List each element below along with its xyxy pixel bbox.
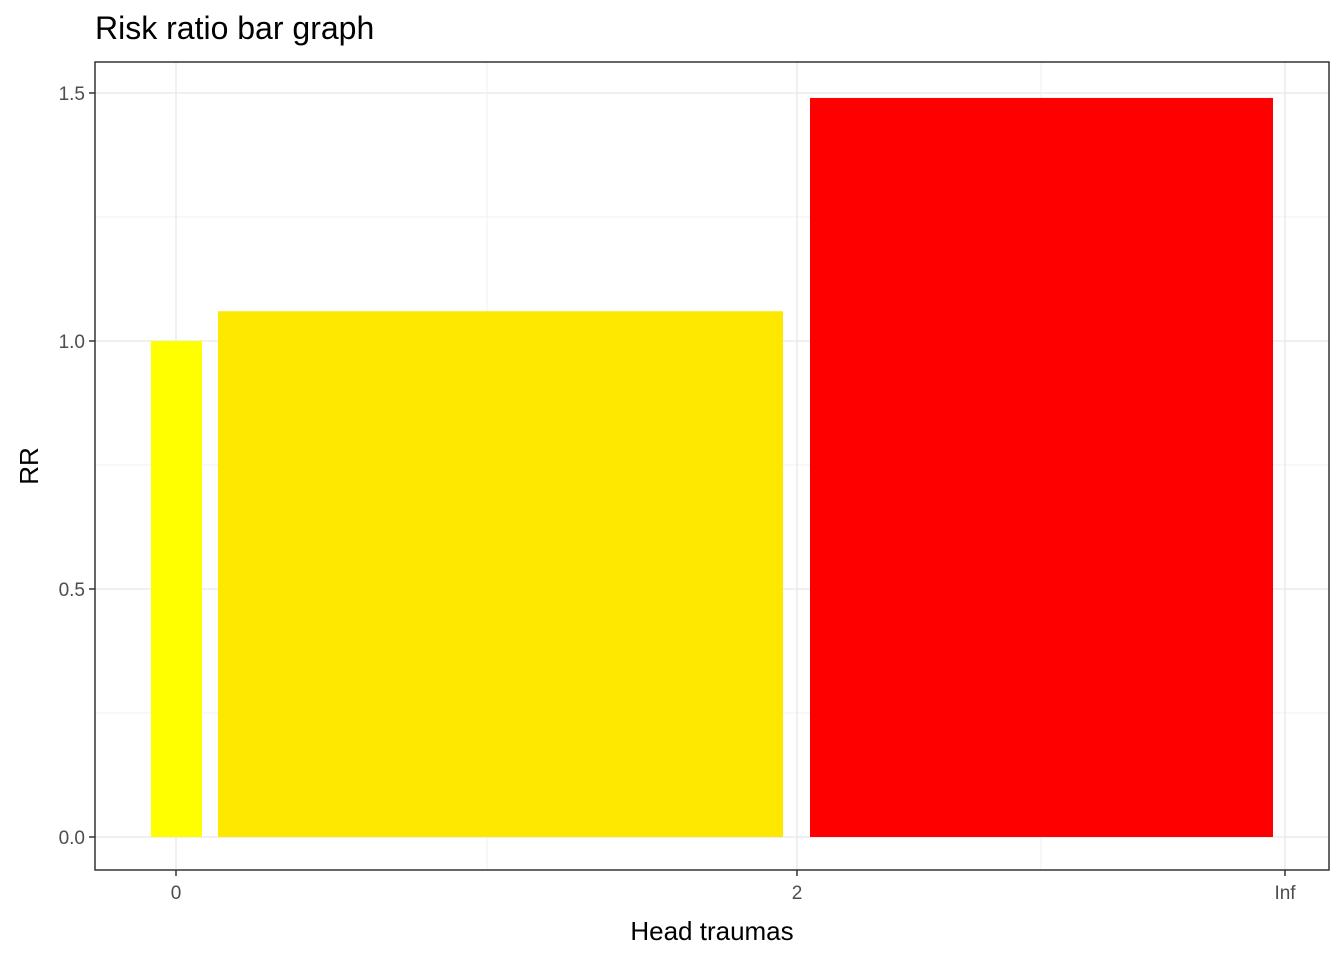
x-tick-label: 0 [171, 883, 182, 904]
x-axis-title: Head traumas [630, 916, 793, 946]
bar-1 [218, 311, 783, 837]
ticks-layer: 0.0 0.5 1.0 1.5 0 2 Inf [59, 84, 1297, 904]
bar-2 [810, 97, 1273, 837]
x-tick-label: Inf [1274, 883, 1296, 904]
plot-panel-border [94, 61, 1330, 871]
y-tick-label: 0.0 [59, 828, 85, 849]
chart-title: Risk ratio bar graph [95, 10, 375, 46]
bar-0 [151, 341, 202, 837]
y-axis-title: RR [14, 447, 44, 485]
x-tick-label: 2 [792, 883, 803, 904]
bars-layer [151, 97, 1273, 837]
y-tick-label: 1.5 [59, 84, 85, 105]
y-tick-label: 1.0 [59, 332, 85, 353]
y-tick-label: 0.5 [59, 580, 85, 601]
